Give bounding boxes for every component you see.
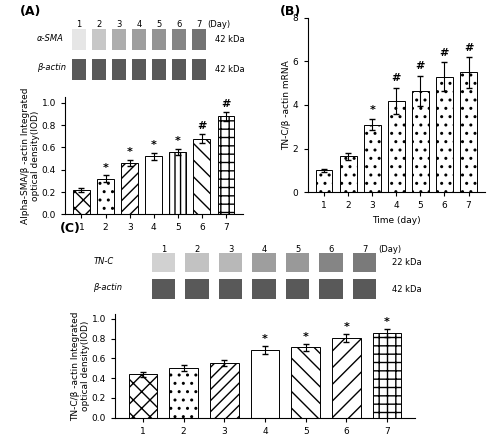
Text: 42 kDa: 42 kDa xyxy=(215,35,244,44)
Text: 2: 2 xyxy=(194,245,200,254)
Bar xyxy=(286,253,310,272)
Text: (A): (A) xyxy=(20,5,42,19)
Text: 1: 1 xyxy=(76,20,82,29)
Bar xyxy=(286,279,310,299)
Bar xyxy=(210,363,238,418)
Bar xyxy=(72,28,86,50)
Text: 42 kDa: 42 kDa xyxy=(392,285,421,293)
Bar xyxy=(152,28,166,50)
Text: 5: 5 xyxy=(295,245,300,254)
Bar xyxy=(388,101,404,192)
Bar xyxy=(219,253,242,272)
Text: *: * xyxy=(175,136,181,146)
Bar xyxy=(316,171,332,192)
Bar xyxy=(340,156,356,192)
Y-axis label: TN-C/β -actin mRNA: TN-C/β -actin mRNA xyxy=(282,60,292,150)
Bar xyxy=(170,152,186,214)
Text: *: * xyxy=(303,332,308,342)
Text: *: * xyxy=(126,147,132,157)
Bar xyxy=(192,59,206,80)
Text: (Day): (Day) xyxy=(207,20,230,29)
Bar xyxy=(332,338,360,418)
Text: β-actin: β-actin xyxy=(94,283,122,292)
Text: (B): (B) xyxy=(280,5,301,19)
Text: *: * xyxy=(384,316,390,327)
Bar xyxy=(436,76,453,192)
Bar xyxy=(219,279,242,299)
Bar xyxy=(170,368,198,418)
Bar xyxy=(353,253,376,272)
Bar xyxy=(128,374,157,418)
Bar xyxy=(132,28,146,50)
Bar xyxy=(251,351,279,418)
Text: #: # xyxy=(416,61,425,71)
Bar xyxy=(172,59,186,80)
Text: 42 kDa: 42 kDa xyxy=(215,65,244,74)
Bar xyxy=(112,28,126,50)
Text: #: # xyxy=(222,99,230,109)
X-axis label: Time (day): Time (day) xyxy=(372,216,420,225)
Bar xyxy=(152,59,166,80)
Bar xyxy=(292,347,320,418)
Bar xyxy=(132,59,146,80)
Text: 6: 6 xyxy=(176,20,182,29)
Bar xyxy=(92,59,106,80)
Text: β-actin: β-actin xyxy=(37,64,66,72)
Text: 5: 5 xyxy=(156,20,162,29)
Bar xyxy=(186,253,209,272)
Text: *: * xyxy=(151,140,156,150)
Bar xyxy=(353,279,376,299)
Text: TN-C: TN-C xyxy=(94,257,114,266)
Bar xyxy=(186,279,209,299)
Text: 3: 3 xyxy=(116,20,121,29)
Text: 22 kDa: 22 kDa xyxy=(392,258,421,267)
Bar xyxy=(73,190,90,214)
Bar xyxy=(194,138,210,214)
Bar xyxy=(92,28,106,50)
Y-axis label: Alpha-SMA/β -actin Integrated
optical density(IOD): Alpha-SMA/β -actin Integrated optical de… xyxy=(21,88,40,224)
Text: #: # xyxy=(440,48,449,58)
Text: (C): (C) xyxy=(60,222,81,235)
Bar xyxy=(320,279,343,299)
Bar xyxy=(172,28,186,50)
Bar xyxy=(412,91,429,192)
Text: *: * xyxy=(262,335,268,344)
Bar xyxy=(460,72,477,192)
Text: *: * xyxy=(344,322,349,332)
Bar xyxy=(373,333,402,418)
Text: 6: 6 xyxy=(328,245,334,254)
Bar xyxy=(121,163,138,214)
Y-axis label: TN-C/β -actin Integrated
optical density(IOD): TN-C/β -actin Integrated optical density… xyxy=(71,311,90,420)
Text: α-SMA: α-SMA xyxy=(37,34,64,43)
Bar xyxy=(152,279,176,299)
Text: *: * xyxy=(369,105,375,115)
Text: *: * xyxy=(102,163,108,172)
Bar xyxy=(192,28,206,50)
Bar xyxy=(218,116,234,214)
Text: 4: 4 xyxy=(262,245,267,254)
Text: #: # xyxy=(392,73,401,83)
Text: #: # xyxy=(197,121,206,131)
Bar xyxy=(152,253,176,272)
Bar xyxy=(252,279,276,299)
Text: 3: 3 xyxy=(228,245,234,254)
Text: (Day): (Day) xyxy=(378,245,401,254)
Text: 7: 7 xyxy=(362,245,368,254)
Bar xyxy=(252,253,276,272)
Text: 1: 1 xyxy=(161,245,166,254)
Bar xyxy=(72,59,86,80)
Text: #: # xyxy=(464,42,473,53)
Text: 7: 7 xyxy=(196,20,202,29)
Text: 4: 4 xyxy=(136,20,141,29)
Bar xyxy=(112,59,126,80)
Bar xyxy=(320,253,343,272)
Text: 2: 2 xyxy=(96,20,102,29)
Bar xyxy=(97,179,114,214)
Bar xyxy=(364,125,380,192)
Bar xyxy=(146,156,162,214)
